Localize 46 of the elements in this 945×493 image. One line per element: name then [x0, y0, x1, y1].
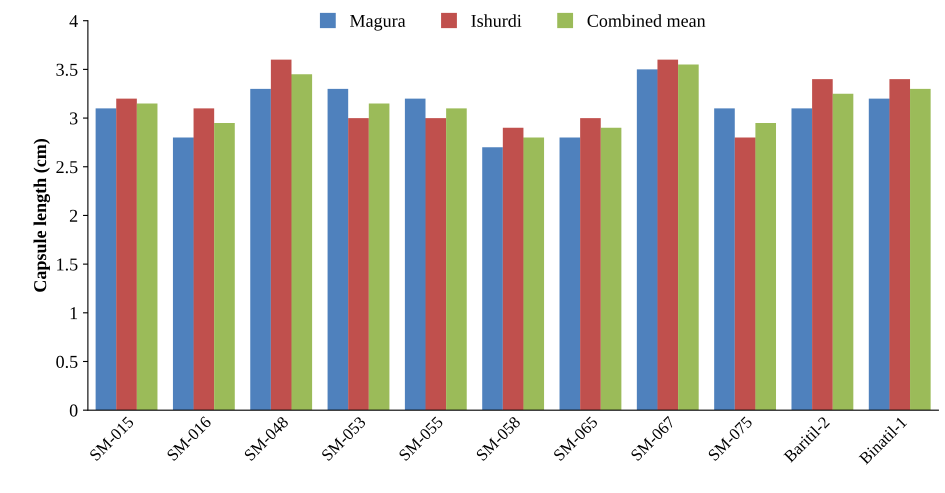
- y-tick-label: 1.5: [57, 258, 78, 271]
- bar: [889, 79, 910, 410]
- bar: [446, 108, 467, 410]
- legend-label: Magura: [350, 14, 406, 31]
- legend-label: Combined mean: [588, 14, 706, 27]
- bar: [194, 108, 214, 410]
- bar: [214, 122, 235, 410]
- bar: [523, 138, 544, 410]
- bar: [404, 98, 426, 410]
- bar: [636, 69, 658, 410]
- bar: [172, 138, 194, 410]
- bar: [580, 118, 601, 410]
- bar: [791, 108, 812, 410]
- bar: [755, 122, 776, 410]
- bar: [270, 60, 292, 410]
- y-tick-label: 2.5: [56, 161, 78, 174]
- bar: [734, 138, 756, 410]
- y-tick-label: 1: [70, 307, 78, 320]
- y-tick-label: 2: [70, 210, 78, 222]
- bar: [368, 103, 390, 410]
- y-tick-label: 0.5: [56, 356, 78, 368]
- bar: [910, 88, 931, 410]
- bar: [250, 88, 271, 410]
- y-tick-label: 3.5: [56, 64, 78, 76]
- bar: [600, 128, 622, 410]
- bar: [482, 147, 503, 410]
- bar: [657, 60, 678, 410]
- bar: [348, 118, 369, 410]
- bar: [832, 94, 854, 410]
- bar: [136, 103, 158, 410]
- bar: [812, 79, 833, 410]
- bar: [116, 98, 137, 410]
- y-axis-title: Capsule length (cm): [34, 139, 50, 292]
- bar: [426, 118, 446, 410]
- bar: [291, 74, 312, 410]
- bar: [868, 98, 890, 410]
- bar: [560, 138, 580, 410]
- bar: [714, 108, 735, 410]
- bar: [502, 128, 524, 410]
- y-tick-label: 0: [70, 404, 78, 417]
- y-tick-label: 4: [69, 15, 78, 27]
- bar: [328, 88, 348, 410]
- y-tick-label: 3: [70, 112, 78, 125]
- bar: [96, 108, 116, 410]
- legend-label: Ishurdi: [471, 14, 522, 27]
- bar: [678, 64, 699, 410]
